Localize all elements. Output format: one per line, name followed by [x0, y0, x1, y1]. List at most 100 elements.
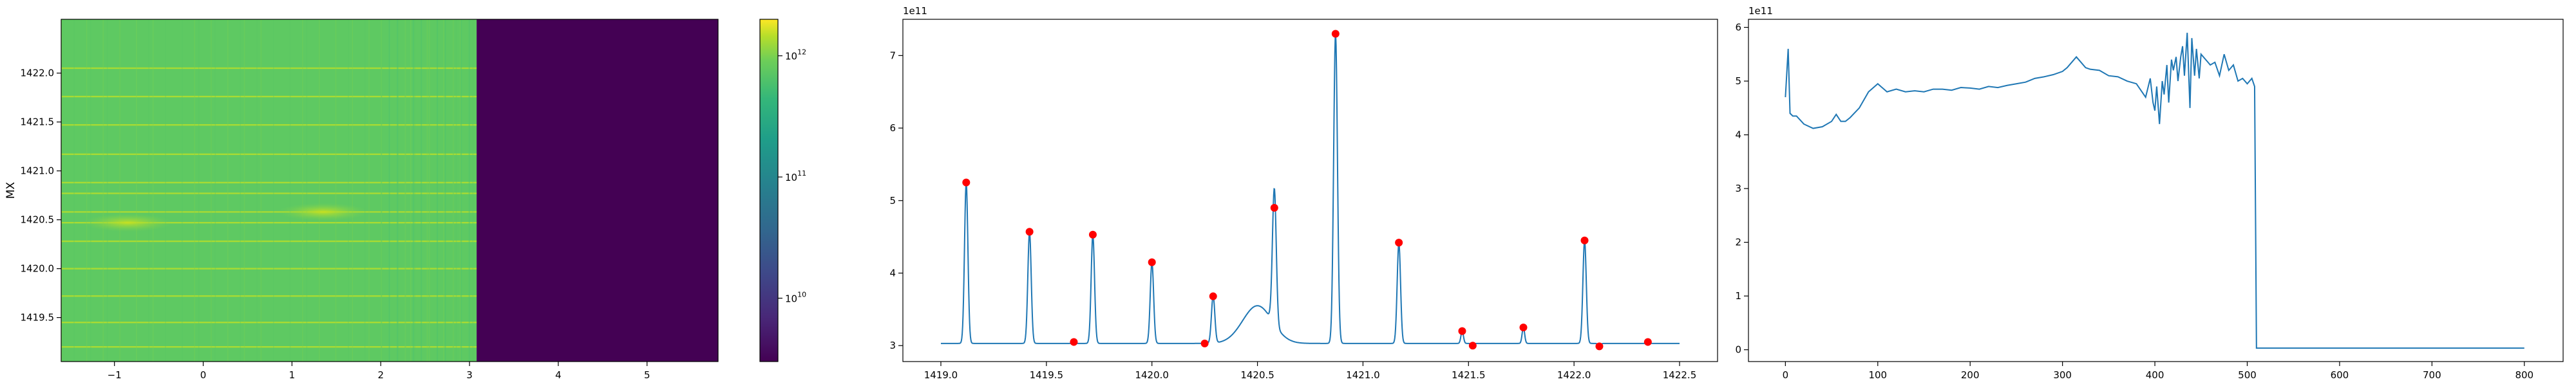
heatmap-column-stripe — [364, 19, 366, 362]
heatmap-column-stripe — [455, 19, 457, 362]
heatmap-x-tick-label: 5 — [644, 369, 650, 381]
profile-line — [1785, 32, 2524, 349]
peak-marker — [1458, 327, 1466, 335]
heatmap-column-texture — [61, 19, 474, 362]
heatmap-bright-row — [61, 295, 477, 297]
peaks-y-tick-label: 5 — [889, 195, 896, 207]
peaks-x-tick-label: 1421.5 — [1452, 369, 1486, 381]
profile-y-tick-label: 2 — [1735, 237, 1741, 248]
heatmap-bright-row — [61, 240, 477, 243]
profile-y-tick-label: 0 — [1735, 344, 1741, 356]
heatmap-column-stripe — [412, 19, 414, 362]
heatmap-column-stripe — [444, 19, 446, 362]
peak-marker — [962, 178, 971, 187]
heatmap-bright-row — [61, 346, 477, 348]
heatmap-bright-row — [61, 322, 477, 324]
colorbar-tick-label: 1012 — [785, 48, 806, 62]
heatmap-column-stripe — [240, 19, 241, 362]
heatmap-column-stripe — [136, 19, 137, 362]
profile-x-tick-label: 600 — [2331, 369, 2349, 381]
heatmap-hotspot — [82, 214, 173, 232]
spectrum-line — [940, 34, 1680, 347]
heatmap-frame — [61, 19, 719, 362]
peaks-x-tick-label: 1419.5 — [1030, 369, 1064, 381]
peak-marker — [1580, 236, 1589, 244]
heatmap-bright-row — [61, 153, 477, 155]
heatmap-column-stripe — [460, 19, 461, 362]
heatmap-column-stripe — [414, 19, 415, 362]
heatmap-column-stripe — [388, 19, 390, 362]
peaks-y-tick-label: 3 — [889, 340, 896, 351]
profile-y-tick-label: 1 — [1735, 290, 1741, 302]
peak-marker — [1270, 204, 1278, 212]
heatmap-bright-row — [61, 268, 477, 270]
heatmap-column-stripe — [428, 19, 430, 362]
heatmap-column-stripe — [194, 19, 195, 362]
profile-x-tick-label: 400 — [2146, 369, 2164, 381]
heatmap-bright-row — [61, 192, 477, 194]
heatmap-column-stripe — [73, 19, 75, 362]
profile-x-tick-label: 500 — [2238, 369, 2257, 381]
heatmap-column-stripe — [468, 19, 470, 362]
colorbar-gradient — [760, 19, 778, 362]
profile-x-tick-label: 100 — [1868, 369, 1887, 381]
heatmap-bright-row — [61, 95, 477, 98]
heatmap-column-stripe — [368, 19, 370, 362]
heatmap-column-stripe — [443, 19, 444, 362]
colorbar-ticks: 1010 1011 1012 — [778, 48, 806, 304]
profile-y-tick-label: 3 — [1735, 183, 1741, 194]
peak-markers — [962, 30, 1652, 351]
heatmap-y-tick-label: 1419.5 — [21, 312, 55, 324]
heatmap-column-stripe — [410, 19, 412, 362]
heatmap-x-tick-label: −1 — [108, 369, 122, 381]
profile-x-tick-label: 200 — [1961, 369, 1980, 381]
peak-marker — [1595, 342, 1604, 351]
colorbar-tick-label: 1011 — [785, 169, 806, 183]
heatmap-column-stripe — [318, 19, 320, 362]
peaks-x-tick-label: 1422.5 — [1663, 369, 1697, 381]
profile-x-ticks: 0 100 200 300 400 500 600 700 800 — [1783, 362, 2533, 381]
peaks-y-tick-label: 6 — [889, 122, 896, 134]
peaks-x-tick-label: 1420.0 — [1135, 369, 1169, 381]
heatmap-empty-region — [477, 19, 718, 362]
heatmap-column-stripe — [198, 19, 200, 362]
heatmap-column-stripe — [86, 19, 88, 362]
heatmap-column-stripe — [452, 19, 454, 362]
peak-marker — [1519, 324, 1528, 332]
peak-marker — [1088, 230, 1097, 239]
peaks-panel: 1419.0 1419.5 1420.0 1420.5 1421.0 1421.5 1422… — [889, 5, 1718, 381]
heatmap-column-stripe — [214, 19, 216, 362]
heatmap-x-tick-label: 0 — [200, 369, 207, 381]
heatmap-column-stripe — [227, 19, 229, 362]
heatmap-column-stripe — [381, 19, 383, 362]
profile-frame — [1748, 19, 2564, 362]
heatmap-hotspot — [278, 203, 368, 221]
peak-marker — [1070, 338, 1078, 346]
heatmap-column-stripe — [256, 19, 258, 362]
peaks-x-tick-label: 1420.5 — [1240, 369, 1274, 381]
heatmap-x-tick-label: 4 — [555, 369, 562, 381]
heatmap-data-region — [61, 19, 477, 362]
profile-y-tick-label: 5 — [1735, 75, 1741, 87]
peak-marker — [1331, 30, 1340, 38]
colorbar: 1010 1011 1012 — [759, 19, 806, 362]
heatmap-image — [61, 19, 718, 362]
heatmap-bright-rows — [61, 67, 477, 348]
heatmap-bright-row — [61, 221, 477, 224]
peaks-y-tick-label: 7 — [889, 50, 896, 61]
colorbar-frame — [759, 19, 779, 362]
heatmap-panel: −1 0 1 2 3 4 5 1419.51420.01420.51421.01421.51… — [5, 19, 719, 381]
heatmap-x-tick-label: 2 — [377, 369, 384, 381]
heatmap-bright-row — [61, 181, 477, 184]
profile-x-tick-label: 700 — [2423, 369, 2441, 381]
peaks-x-ticks: 1419.0 1419.5 1420.0 1420.5 1421.0 1421.5 1422… — [924, 362, 1697, 381]
peaks-x-tick-label: 1419.0 — [924, 369, 958, 381]
heatmap-x-tick-label: 3 — [466, 369, 473, 381]
peak-marker — [1209, 292, 1217, 300]
profile-x-tick-label: 800 — [2515, 369, 2533, 381]
heatmap-column-stripe — [119, 19, 120, 362]
heatmap-column-stripe — [397, 19, 399, 362]
heatmap-column-stripe — [289, 19, 291, 362]
heatmap-column-stripe — [348, 19, 349, 362]
peak-marker — [1025, 228, 1034, 236]
